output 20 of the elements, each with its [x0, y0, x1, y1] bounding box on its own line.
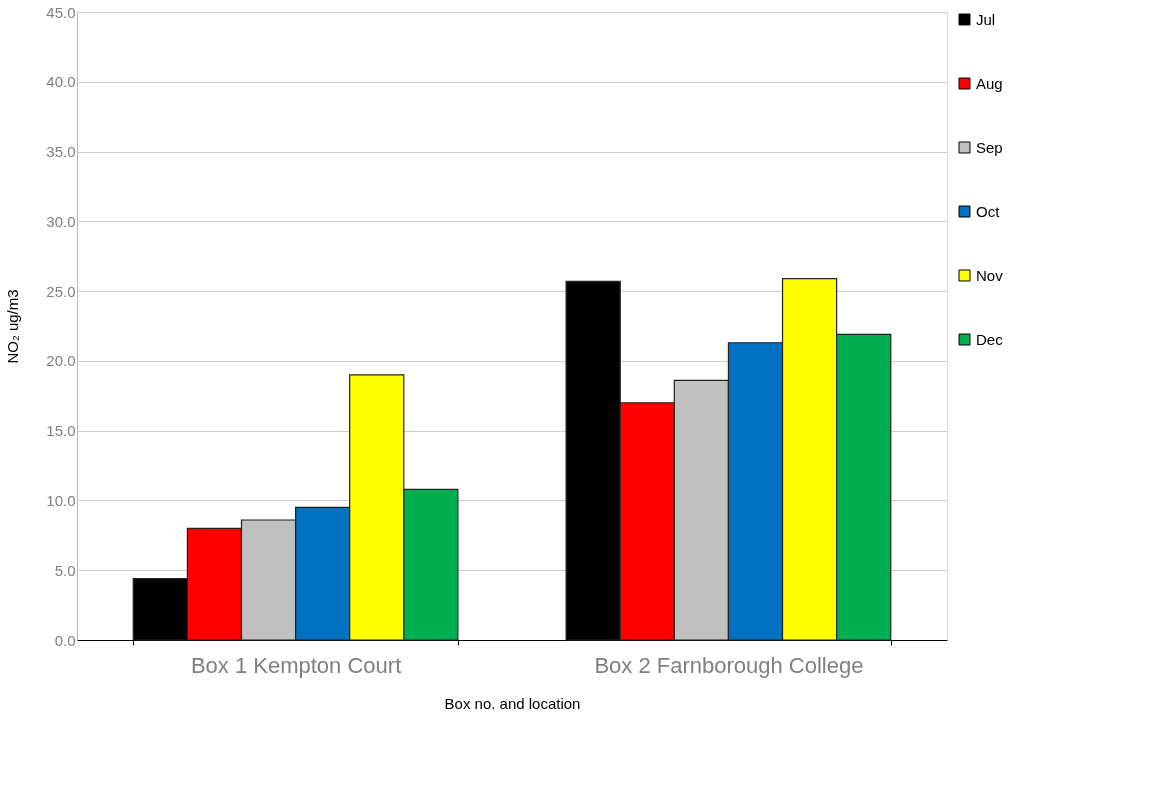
y-tick-label: 30.0 [46, 212, 76, 230]
x-tick-label: Box 1 Kempton Court [190, 652, 402, 678]
y-tick-label: 5.0 [54, 561, 76, 579]
x-axis-title: Box no. and location [444, 694, 581, 712]
y-tick-label: 10.0 [46, 491, 76, 509]
y-tick-label: 35.0 [46, 143, 76, 161]
y-tick-label: 0.0 [54, 631, 76, 649]
y-axis-title: NO₂ ug/m3 [4, 289, 22, 364]
y-tick-label: 40.0 [46, 73, 76, 91]
legend-label: Jul [976, 10, 996, 28]
y-tick-label: 25.0 [46, 282, 76, 300]
legend-label: Aug [976, 74, 1003, 92]
legend-label: Dec [976, 330, 1004, 348]
legend-label: Sep [976, 138, 1003, 156]
y-tick-label: 20.0 [46, 352, 76, 370]
y-tick-label: 15.0 [46, 422, 76, 440]
x-tick-label: Box 2 Farnborough College [594, 652, 864, 678]
y-tick-label: 45.0 [46, 3, 76, 21]
legend-label: Nov [976, 266, 1004, 284]
legend-label: Oct [976, 202, 1001, 220]
